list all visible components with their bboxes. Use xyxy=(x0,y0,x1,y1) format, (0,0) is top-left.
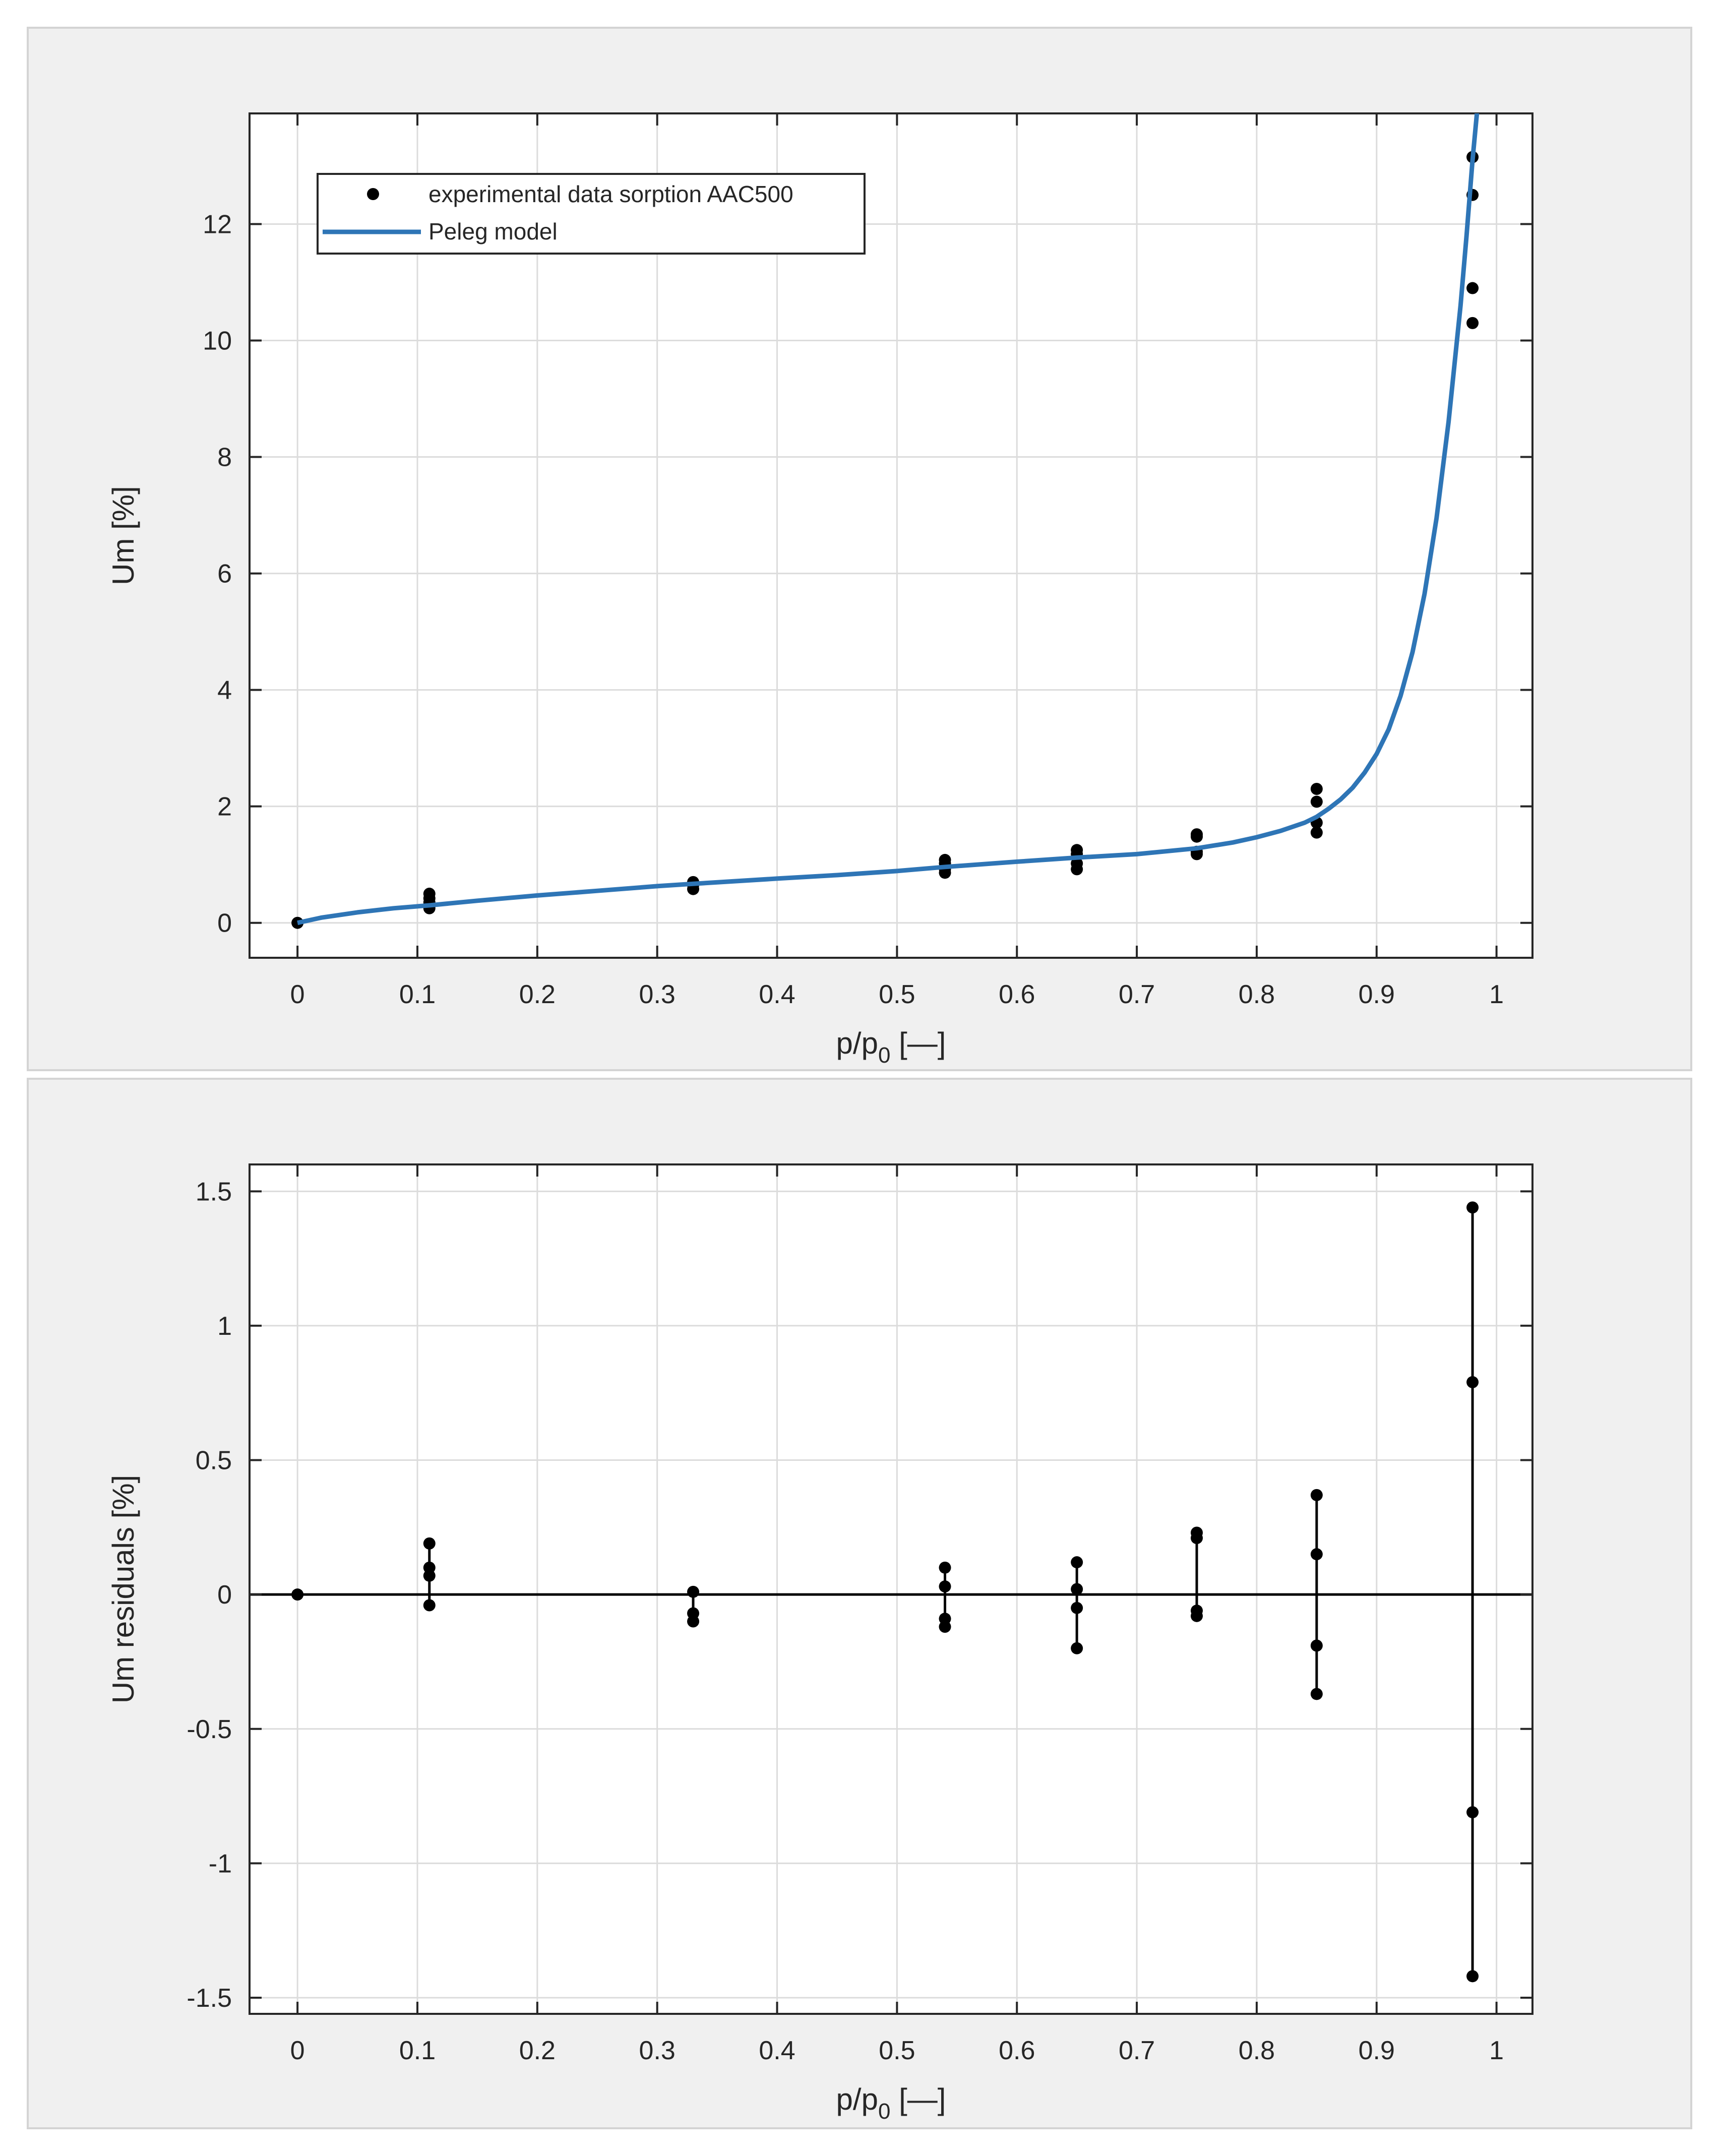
bottom-x-tick-label: 0.1 xyxy=(399,2036,436,2065)
residual-point xyxy=(687,1615,700,1628)
residual-point xyxy=(1466,1201,1479,1214)
top-y-tick-label: 12 xyxy=(203,210,232,239)
bottom-y-axis-label: Um residuals [%] xyxy=(106,1475,140,1703)
residual-point xyxy=(1071,1583,1083,1595)
residual-point xyxy=(1191,1610,1203,1622)
top-x-tick-label: 0.5 xyxy=(879,980,915,1009)
legend-box xyxy=(317,173,866,255)
experimental-data-point xyxy=(1191,848,1203,860)
legend-marker-experimental xyxy=(367,188,379,200)
experimental-data-point xyxy=(1191,830,1203,843)
residual-point xyxy=(1310,1489,1323,1501)
top-y-axis-label: Um [%] xyxy=(106,486,140,585)
top-x-tick-label: 0.4 xyxy=(759,980,795,1009)
bottom-x-tick-label: 0.2 xyxy=(519,2036,556,2065)
top-y-tick-label: 0 xyxy=(217,909,232,938)
residual-point xyxy=(1310,1548,1323,1561)
bottom-x-tick-label: 0.5 xyxy=(879,2036,915,2065)
top-x-tick-label: 0.1 xyxy=(399,980,436,1009)
top-x-tick-label: 1 xyxy=(1489,980,1504,1009)
residual-point xyxy=(1466,1806,1479,1819)
top-y-tick-label: 8 xyxy=(217,443,232,472)
residual-point xyxy=(687,1585,700,1598)
residual-point xyxy=(1071,1642,1083,1654)
bottom-axes-box xyxy=(249,1163,1533,2015)
bottom-x-tick-label: 0.4 xyxy=(759,2036,795,2065)
bottom-x-tick-label: 0.9 xyxy=(1359,2036,1395,2065)
top-x-axis-label: p/p0 [—] xyxy=(836,1026,946,1068)
top-x-tick-label: 0.2 xyxy=(519,980,556,1009)
residual-point xyxy=(423,1599,436,1612)
residual-point xyxy=(291,1588,304,1601)
residual-point xyxy=(1466,1970,1479,1983)
top-y-tick-label: 4 xyxy=(217,676,232,705)
residual-point xyxy=(1466,1376,1479,1388)
bottom-x-tick-label: 0.8 xyxy=(1239,2036,1275,2065)
residual-point xyxy=(1191,1532,1203,1545)
top-x-tick-label: 0 xyxy=(290,980,305,1009)
bottom-y-tick-label: -0.5 xyxy=(187,1715,232,1744)
top-x-tick-label: 0.6 xyxy=(999,980,1035,1009)
top-y-tick-label: 6 xyxy=(217,560,232,589)
experimental-data-point xyxy=(1071,863,1083,876)
residual-point xyxy=(1310,1639,1323,1652)
legend-label-experimental: experimental data sorption AAC500 xyxy=(428,181,793,207)
peleg-model-line xyxy=(297,113,1480,926)
top-axes-box xyxy=(249,112,1533,959)
sorption-isotherm-chart: 0 0.1 0.2 0.3 0.4 0.5 0.6 0.7 0.8 0.9 1024681012p/… xyxy=(106,112,1533,1068)
bottom-y-tick-label: 0.5 xyxy=(196,1446,232,1475)
bottom-x-tick-label: 0.6 xyxy=(999,2036,1035,2065)
residual-point xyxy=(939,1580,951,1593)
residuals-chart: 0 0.1 0.2 0.3 0.4 0.5 0.6 0.7 0.8 0.9 1 -1.5 -1 -0.5 0… xyxy=(106,1163,1533,2124)
residual-point xyxy=(939,1561,951,1574)
experimental-data-point xyxy=(1310,783,1323,795)
residual-point xyxy=(939,1621,951,1633)
legend-label-peleg: Peleg model xyxy=(428,218,558,244)
experimental-data-point xyxy=(1466,282,1479,294)
experimental-data-point xyxy=(1310,795,1323,808)
legend: experimental data sorption AAC500 Peleg m… xyxy=(317,173,866,255)
residual-point xyxy=(1071,1556,1083,1569)
experimental-data-point xyxy=(1466,317,1479,329)
bottom-x-tick-label: 0.3 xyxy=(639,2036,676,2065)
bottom-plot-area xyxy=(250,1164,1532,2014)
bottom-y-tick-label: 1.5 xyxy=(196,1177,232,1206)
bottom-y-tick-label: -1 xyxy=(209,1849,232,1878)
bottom-x-tick-label: 0.7 xyxy=(1119,2036,1155,2065)
top-x-tick-label: 0.3 xyxy=(639,980,676,1009)
bottom-y-tick-label: 0 xyxy=(217,1580,232,1610)
top-x-tick-label: 0.9 xyxy=(1359,980,1395,1009)
residual-point xyxy=(423,1537,436,1550)
experimental-data-point xyxy=(1310,826,1323,839)
top-y-tick-label: 10 xyxy=(203,327,232,356)
bottom-y-tick-label: 1 xyxy=(217,1312,232,1341)
bottom-y-tick-label: -1.5 xyxy=(187,1984,232,2013)
residual-point xyxy=(1071,1601,1083,1614)
bottom-x-axis-label: p/p0 [—] xyxy=(836,2082,946,2124)
experimental-data-point xyxy=(939,867,951,879)
top-x-tick-label: 0.8 xyxy=(1239,980,1275,1009)
top-y-tick-label: 2 xyxy=(217,792,232,822)
residual-point xyxy=(1310,1688,1323,1700)
bottom-x-tick-label: 1 xyxy=(1489,2036,1504,2065)
top-x-tick-label: 0.7 xyxy=(1119,980,1155,1009)
bottom-x-tick-label: 0 xyxy=(290,2036,305,2065)
residual-point xyxy=(423,1569,436,1582)
